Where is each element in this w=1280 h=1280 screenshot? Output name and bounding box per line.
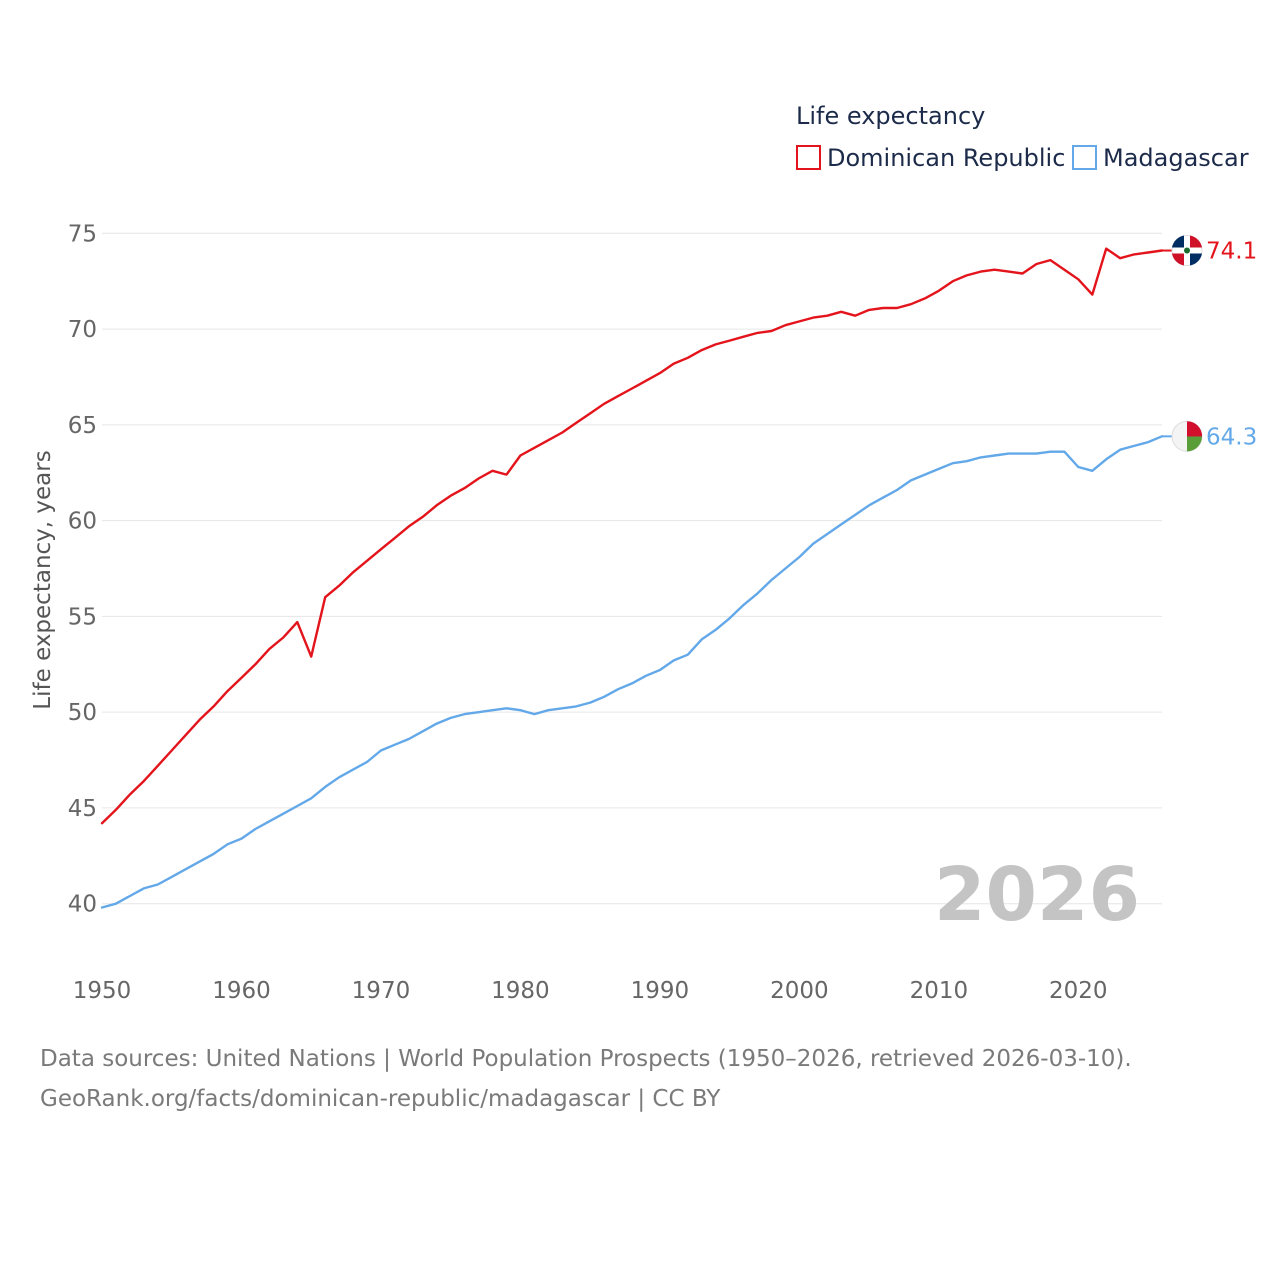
legend-item-madagascar[interactable]: Madagascar — [1072, 144, 1249, 172]
y-tick-label-40: 40 — [68, 892, 97, 918]
y-tick-label-65: 65 — [68, 413, 97, 439]
legend-title: Life expectancy — [796, 102, 985, 130]
x-tick-label-2020: 2020 — [1049, 978, 1108, 1004]
footer-sources: Data sources: United Nations | World Pop… — [40, 1046, 1132, 1072]
year-label: 2026 — [934, 852, 1140, 938]
x-tick-label-1980: 1980 — [491, 978, 550, 1004]
x-tick-label-1990: 1990 — [631, 978, 690, 1004]
y-tick-label-60: 60 — [68, 509, 97, 535]
y-tick-label-75: 75 — [68, 221, 97, 247]
series-line-dominican-republic[interactable] — [100, 247, 1164, 825]
series-line-madagascar[interactable] — [100, 435, 1164, 909]
legend-label-madagascar: Madagascar — [1103, 144, 1249, 172]
x-tick-label-1950: 1950 — [73, 978, 132, 1004]
dominican-republic-end-value: 74.1 — [1206, 239, 1257, 265]
y-tick-label-45: 45 — [68, 796, 97, 822]
dominican-republic-flag-icon — [1171, 235, 1203, 267]
legend-label-dominican-republic: Dominican Republic — [827, 144, 1065, 172]
end-marker-dominican-republic: 74.1 — [1162, 235, 1257, 267]
x-tick-label-1960: 1960 — [212, 978, 271, 1004]
madagascar-flag-icon — [1171, 420, 1203, 452]
y-axis-ticks: 40 45 50 55 60 65 70 75 — [68, 221, 97, 917]
footer-attribution[interactable]: GeoRank.org/facts/dominican-republic/mad… — [40, 1086, 721, 1112]
x-tick-label-1970: 1970 — [352, 978, 411, 1004]
life-expectancy-chart: 40 45 50 55 60 65 70 75 1950 1960 1970 1980 1990 200… — [30, 102, 1257, 1004]
y-tick-label-55: 55 — [68, 604, 97, 630]
x-tick-label-2010: 2010 — [910, 978, 969, 1004]
legend-swatch-madagascar — [1072, 145, 1097, 170]
y-axis-title: Life expectancy, years — [30, 450, 56, 709]
legend-item-dominican-republic[interactable]: Dominican Republic — [796, 144, 1065, 172]
madagascar-end-value: 64.3 — [1206, 424, 1257, 450]
series-lines — [100, 247, 1164, 909]
legend-swatch-dominican-republic — [796, 145, 821, 170]
legend: Life expectancy Dominican Republic Madag… — [796, 102, 1249, 172]
grid-lines — [102, 232, 1162, 905]
y-tick-label-70: 70 — [68, 317, 97, 343]
x-tick-label-2000: 2000 — [770, 978, 829, 1004]
y-tick-label-50: 50 — [68, 700, 97, 726]
x-axis-ticks: 1950 1960 1970 1980 1990 2000 2010 2020 — [73, 978, 1108, 1004]
end-marker-madagascar: 64.3 — [1162, 420, 1257, 452]
